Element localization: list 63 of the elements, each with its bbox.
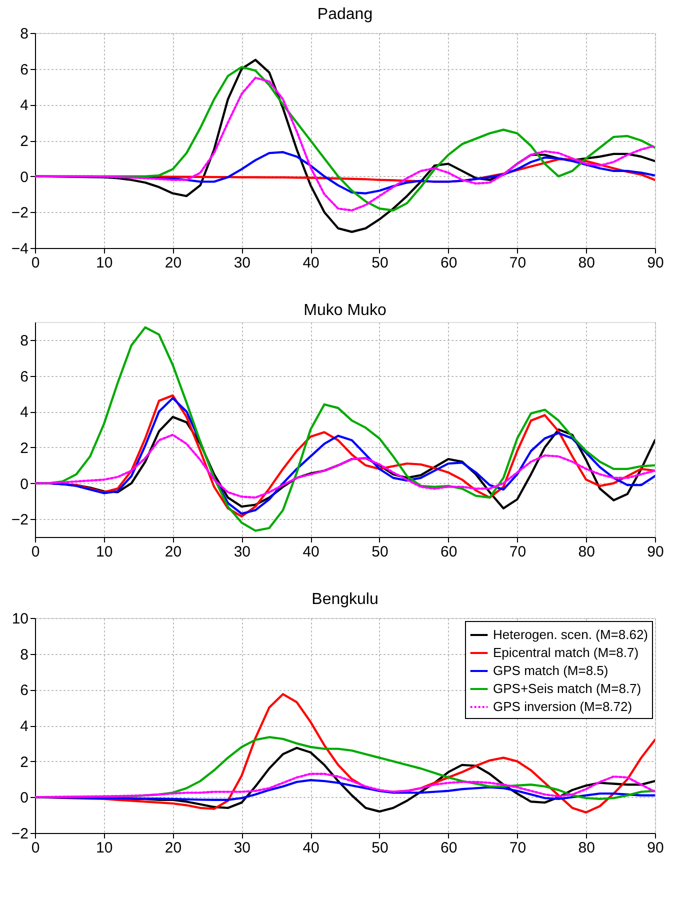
x-tick-label: 20: [164, 254, 182, 272]
x-tick-label: 0: [31, 254, 40, 272]
x-tick-label: 10: [96, 840, 113, 856]
y-tick-label: −2: [11, 204, 28, 222]
x-tick-label: 70: [509, 254, 526, 272]
legend-label: GPS+Seis match (M=8.7): [493, 681, 642, 696]
y-tick-label: 4: [20, 97, 28, 114]
x-tick-label: 70: [509, 544, 526, 560]
y-tick-label: 2: [20, 440, 28, 457]
y-tick-label: 10: [12, 610, 28, 628]
y-tick-label: 0: [20, 168, 28, 186]
legend-label: GPS inversion (M=8.72): [493, 699, 632, 714]
x-tick-label: 10: [96, 544, 113, 560]
x-tick-label: 30: [234, 254, 251, 272]
y-tick-label: −4: [11, 240, 28, 258]
line-series: [35, 326, 655, 532]
x-tick-label: 80: [578, 544, 595, 560]
chart-title: Bengkulu: [312, 591, 378, 608]
y-tick-label: 0: [20, 476, 28, 493]
y-tick-label: 2: [20, 754, 28, 771]
y-tick-label: 6: [20, 61, 28, 78]
x-tick-label: 0: [31, 544, 40, 560]
x-tick-label: 40: [302, 254, 320, 272]
y-tick-label: 8: [20, 26, 28, 42]
y-tick-label: 4: [20, 404, 28, 422]
x-tick-label: 90: [647, 544, 664, 560]
x-tick-label: 40: [302, 544, 320, 560]
x-tick-label: 90: [647, 254, 664, 272]
y-tick-label: −2: [11, 512, 28, 529]
x-tick-label: 60: [440, 840, 458, 856]
x-tick-label: 30: [234, 840, 251, 856]
x-tick-label: 50: [372, 840, 388, 856]
y-tick-label: 4: [20, 718, 28, 735]
x-tick-label: 50: [372, 254, 388, 272]
chart-title: Padang: [317, 6, 373, 23]
x-tick-label: 40: [302, 840, 320, 856]
line-series: [35, 779, 655, 801]
y-tick-label: 6: [20, 682, 28, 700]
y-tick-label: 8: [20, 332, 28, 350]
y-tick-label: 0: [20, 790, 28, 807]
legend-label: Heterogen. scen. (M=8.62): [493, 627, 648, 642]
line-series: [35, 772, 655, 798]
legend-label: GPS match (M=8.5): [493, 663, 608, 678]
line-series: [35, 736, 655, 800]
y-tick-label: −2: [11, 826, 28, 842]
x-tick-label: 20: [164, 544, 182, 560]
x-tick-label: 20: [164, 840, 182, 856]
x-tick-label: 0: [31, 840, 40, 856]
x-tick-label: 60: [440, 544, 458, 560]
y-tick-label: 2: [20, 133, 28, 150]
y-tick-label: 8: [20, 646, 28, 664]
line-series: [35, 434, 655, 499]
x-tick-label: 80: [578, 840, 595, 856]
legend-label: Epicentral match (M=8.7): [493, 645, 639, 660]
x-tick-label: 30: [234, 544, 251, 560]
x-tick-label: 50: [372, 544, 388, 560]
chart-title: Muko Muko: [304, 302, 386, 319]
x-tick-label: 80: [578, 254, 595, 272]
x-tick-label: 10: [96, 254, 113, 272]
x-tick-label: 90: [647, 840, 664, 856]
y-tick-label: 6: [20, 368, 28, 386]
x-tick-label: 70: [509, 840, 526, 856]
x-tick-label: 60: [440, 254, 458, 272]
